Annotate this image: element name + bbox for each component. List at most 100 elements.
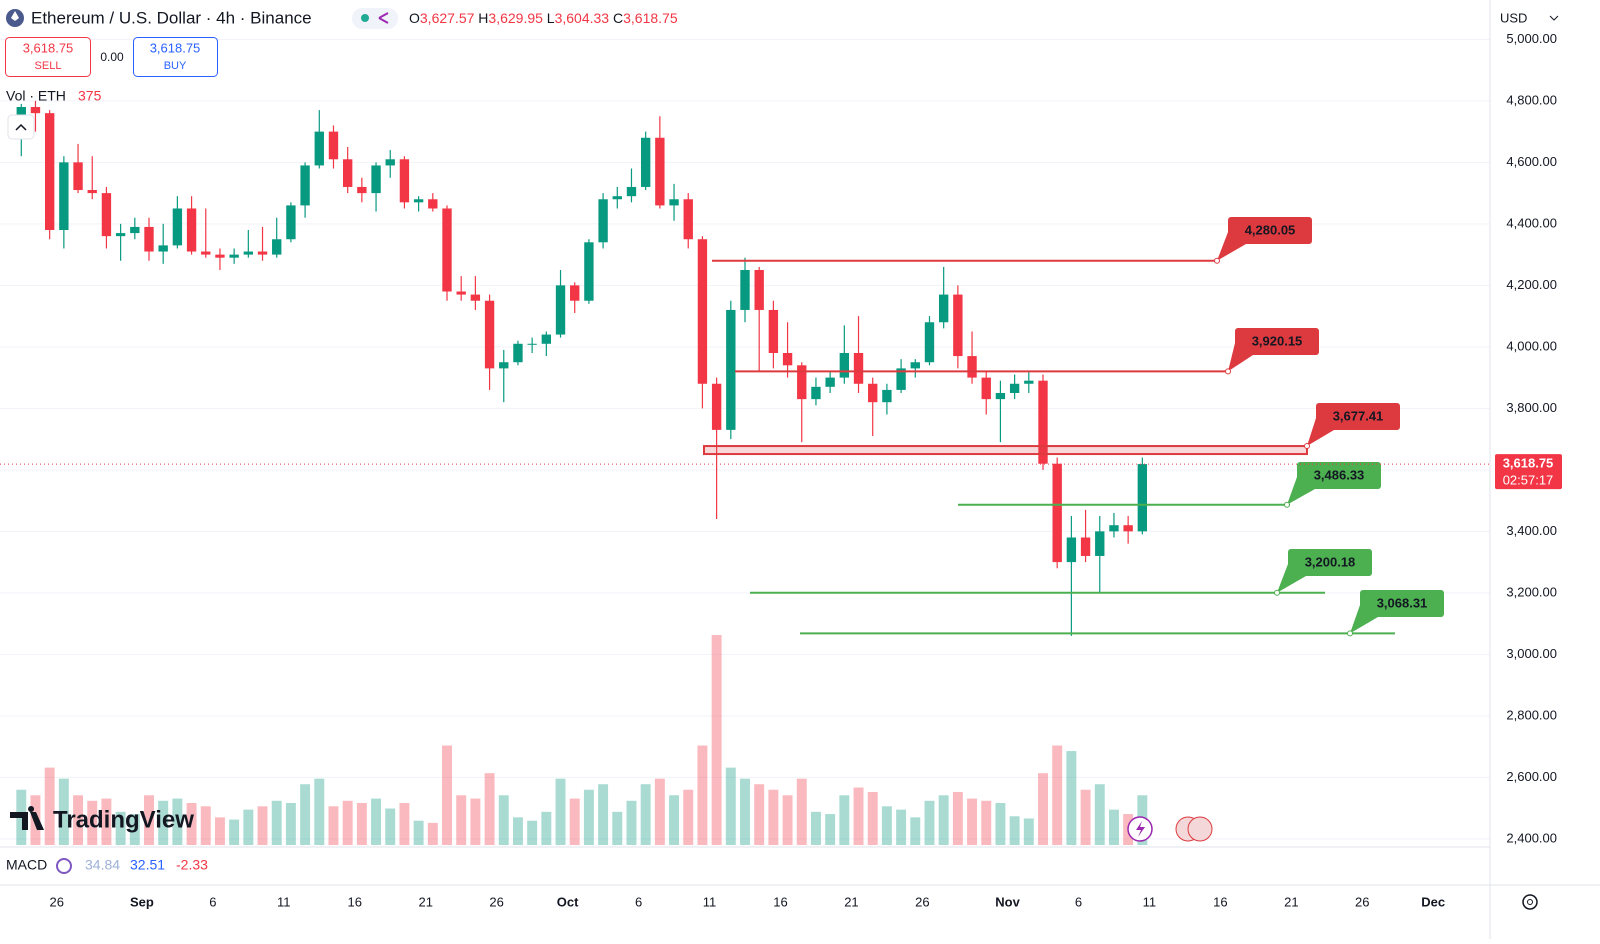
- volume-bar: [782, 795, 793, 845]
- ohlc-label: O: [409, 10, 420, 26]
- candle-body: [740, 269, 750, 310]
- candle-body: [101, 193, 112, 237]
- macd-icon[interactable]: [56, 858, 72, 874]
- ohlc-value: 3,604.33: [555, 10, 610, 26]
- candle-body: [584, 242, 594, 301]
- callout-label: 3,920.15: [1252, 333, 1303, 348]
- candle-body: [924, 322, 935, 363]
- volume-bar: [583, 789, 594, 845]
- candle-body: [342, 159, 353, 187]
- x-tick-label: 6: [209, 894, 216, 909]
- symbol-icon-glyph: [11, 11, 19, 21]
- candle-body: [201, 251, 211, 255]
- candle-body: [30, 107, 41, 114]
- ohlc-readout: O3,627.57 H3,629.95 L3,604.33 C3,618.75: [409, 10, 678, 26]
- candle-body: [314, 131, 324, 166]
- candle-body: [669, 199, 679, 206]
- x-tick-label: 11: [703, 894, 717, 909]
- settings-icon[interactable]: [1522, 894, 1538, 910]
- volume-bar: [967, 798, 978, 845]
- candle-body: [811, 386, 821, 400]
- macd-label: MACD: [6, 857, 47, 873]
- collapse-icon: [15, 123, 27, 131]
- volume-bar: [711, 635, 722, 845]
- candle-body: [938, 294, 949, 323]
- symbol-title[interactable]: Ethereum / U.S. Dollar · 4h · Binance: [31, 8, 312, 27]
- volume-bar: [271, 800, 282, 845]
- buy-button[interactable]: [133, 37, 218, 77]
- volume-bar: [598, 784, 609, 845]
- candle-body: [413, 199, 424, 203]
- candle-body: [782, 353, 793, 366]
- candle-body: [130, 226, 140, 234]
- candle-body: [754, 269, 764, 310]
- volume-bar: [214, 817, 225, 845]
- candle-body: [59, 162, 69, 231]
- x-tick-label: 21: [844, 894, 858, 909]
- ohlc-label: H: [478, 10, 488, 26]
- volume-last: 375: [78, 88, 102, 104]
- volume-bar: [839, 795, 850, 845]
- volume-bar: [881, 806, 892, 845]
- level-zone: [703, 445, 1308, 456]
- economic-event-icon[interactable]: [1187, 816, 1213, 842]
- x-tick-label: Dec: [1421, 894, 1445, 909]
- currency: USD: [1500, 10, 1527, 25]
- logo-mark: [10, 806, 44, 830]
- callout-anchor: [1304, 443, 1310, 450]
- x-tick-label: 6: [1075, 894, 1082, 909]
- x-tick-label: 16: [773, 894, 787, 909]
- callout-anchor: [1225, 368, 1231, 375]
- candle-body: [825, 377, 835, 387]
- status-pill[interactable]: [352, 8, 398, 29]
- last-price-tag: [1495, 454, 1562, 490]
- callout-label: 3,200.18: [1305, 554, 1356, 569]
- callout-anchor: [1284, 501, 1290, 508]
- candle-body: [257, 251, 268, 255]
- volume-bar: [87, 800, 98, 845]
- sell-button[interactable]: [5, 37, 91, 77]
- volume-bar: [740, 778, 750, 845]
- ohlc-value: 3,627.57: [420, 10, 475, 26]
- candle-body: [1080, 537, 1091, 556]
- volume-label: Vol · ETH: [6, 88, 66, 104]
- x-tick-label: 21: [418, 894, 432, 909]
- candle-body: [527, 343, 537, 345]
- y-tick-label: 2,800.00: [1506, 707, 1557, 722]
- currency-button[interactable]: [1494, 4, 1564, 32]
- candle-body: [286, 205, 296, 240]
- buy-price: 3,618.75: [150, 40, 201, 55]
- candle-body: [229, 254, 239, 258]
- volume-bar: [115, 811, 126, 845]
- volume-bar: [484, 773, 495, 845]
- candle-body: [1038, 380, 1048, 464]
- candle-body: [981, 377, 991, 400]
- callout-label: 3,486.33: [1314, 467, 1365, 482]
- candle-body: [1024, 380, 1034, 384]
- callout-label: 4,280.05: [1245, 222, 1296, 237]
- callout-box: [1316, 403, 1400, 430]
- candle-body: [513, 343, 523, 363]
- candle-body: [1095, 531, 1105, 556]
- candle-body: [44, 113, 55, 231]
- candle-body: [73, 162, 83, 191]
- volume-bar: [172, 798, 183, 845]
- candle-body: [768, 309, 779, 354]
- volume-bar: [356, 803, 367, 845]
- volume-bar: [626, 800, 637, 845]
- candle-body: [385, 159, 395, 166]
- candle-body: [868, 383, 878, 403]
- y-tick-label: 4,800.00: [1506, 92, 1557, 107]
- volume-bar: [768, 789, 779, 845]
- volume-bar: [58, 778, 69, 845]
- sell-label: SELL: [35, 60, 62, 72]
- volume-bar: [825, 814, 836, 845]
- volume-bar: [1023, 818, 1034, 845]
- volume-bar: [44, 767, 55, 845]
- x-tick-label: Oct: [557, 894, 579, 909]
- collapse-button[interactable]: [7, 114, 35, 140]
- volume-bar: [725, 767, 736, 845]
- candle-body: [853, 353, 864, 384]
